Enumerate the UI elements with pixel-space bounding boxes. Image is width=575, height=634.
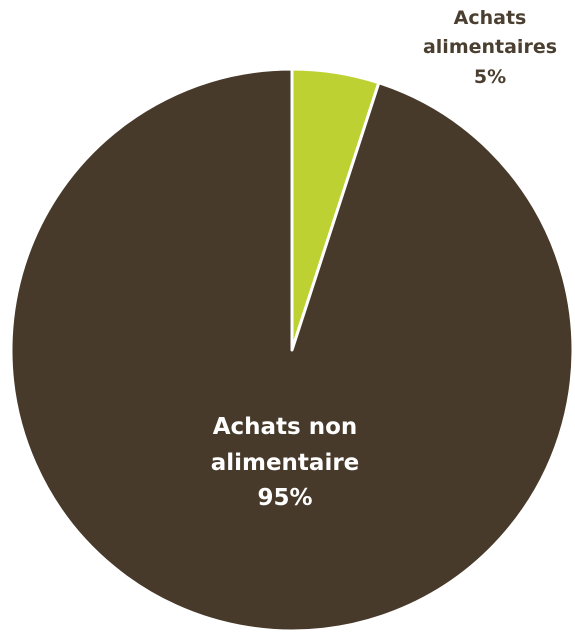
category-label: Achats alimentaires	[422, 7, 558, 59]
category-label: Achats non alimentaire	[210, 414, 360, 476]
value-label: 95%	[257, 485, 313, 512]
value-label: 5%	[473, 65, 507, 88]
slice-label: Achats alimentaires 5%	[410, 4, 570, 92]
pie-slice	[9, 67, 575, 633]
slice-label: Achats non alimentaire 95%	[180, 410, 390, 517]
